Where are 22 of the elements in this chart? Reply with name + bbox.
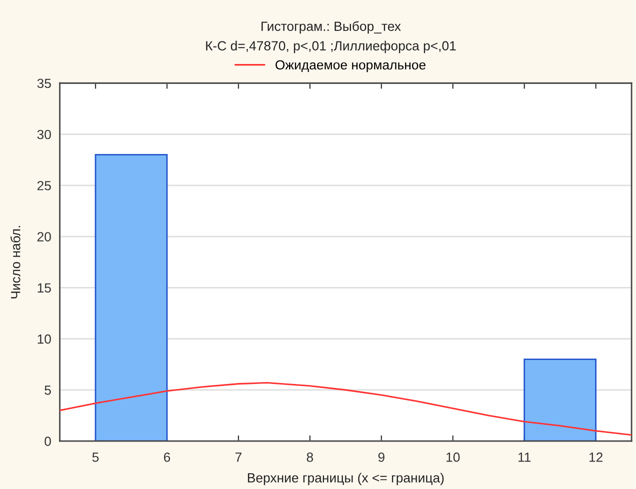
x-tick-label: 11 <box>518 452 531 462</box>
y-tick-label: 5 <box>44 386 51 395</box>
x-tick-label: 6 <box>164 452 170 462</box>
chart-title: Гистограм.: Выбор_тех <box>262 21 401 34</box>
y-axis-title: Число набл. <box>10 226 20 298</box>
x-axis-title: Верхние границы (x <= граница) <box>248 472 444 486</box>
y-tick-label: 35 <box>37 78 51 88</box>
x-tick-label: 7 <box>235 452 242 462</box>
chart-subtitle: К-С d=,47870, p<,01 ;Лиллиефорса p<,01 <box>206 40 456 54</box>
x-tick-label: 12 <box>589 452 602 462</box>
x-tick-label: 10 <box>446 452 460 462</box>
y-tick-label: 20 <box>37 232 51 242</box>
line-series <box>60 382 632 436</box>
y-tick-label: 15 <box>38 283 51 293</box>
x-tick-label: 5 <box>92 452 99 462</box>
y-tick-label: 30 <box>37 130 51 140</box>
y-tick-label: 10 <box>38 334 51 344</box>
y-tick-label: 25 <box>37 180 51 190</box>
y-tick-label: 0 <box>44 436 51 446</box>
x-tick-label: 9 <box>378 452 384 462</box>
legend-label: Ожидаемое нормальное <box>276 60 426 72</box>
x-tick-label: 8 <box>306 452 314 462</box>
